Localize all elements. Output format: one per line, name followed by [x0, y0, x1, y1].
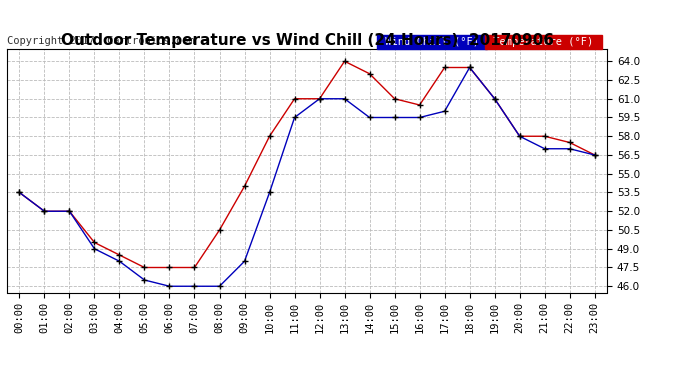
Text: Copyright 2017  Cartronics.com: Copyright 2017 Cartronics.com: [7, 36, 195, 46]
Text: Wind Chill (°F): Wind Chill (°F): [379, 37, 485, 47]
Text: Temperature (°F): Temperature (°F): [487, 37, 600, 47]
Title: Outdoor Temperature vs Wind Chill (24 Hours)  20170906: Outdoor Temperature vs Wind Chill (24 Ho…: [61, 33, 553, 48]
